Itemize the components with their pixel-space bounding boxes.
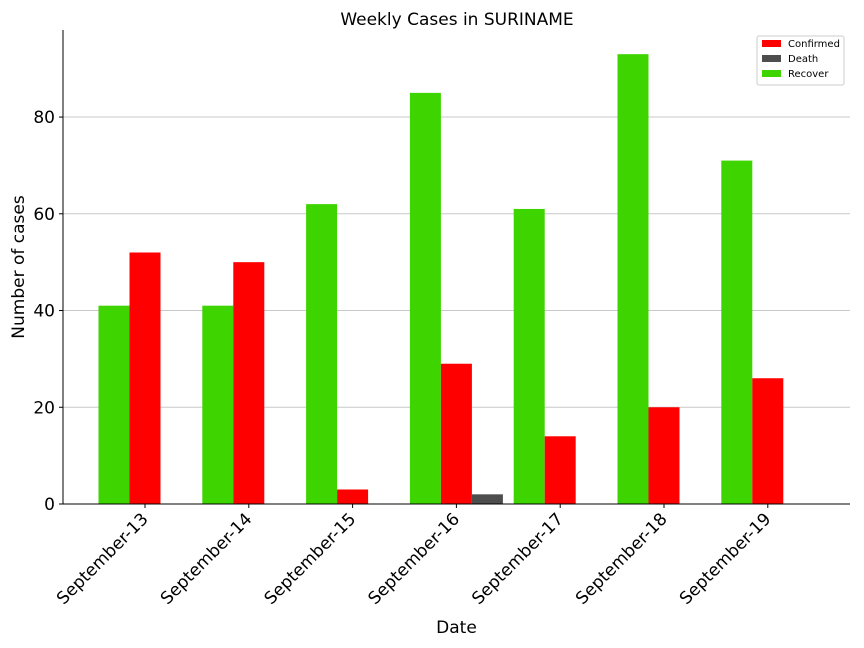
x-axis-label: Date	[436, 618, 477, 638]
x-tick-label: September-16	[364, 509, 463, 608]
bar-confirmed-september-19	[752, 378, 784, 504]
y-ticks: 0 20 40 60 80	[33, 108, 63, 515]
y-axis-label: Number of cases	[9, 195, 29, 339]
bar-recover-september-15	[306, 204, 338, 505]
bar-recover-september-14	[202, 305, 234, 504]
legend-label-recover: Recover	[788, 69, 829, 80]
y-tick-label: 80	[33, 108, 55, 128]
x-tick-label: September-13	[53, 509, 152, 608]
bars	[98, 54, 784, 505]
legend-swatch-recover	[762, 70, 781, 77]
y-tick-label: 20	[33, 398, 55, 418]
legend-swatch-death	[762, 55, 781, 62]
x-tick-label: September-15	[261, 509, 360, 608]
bar-recover-september-13	[98, 305, 130, 504]
legend: Confirmed Death Recover	[756, 35, 845, 86]
x-ticks: September-13 September-14 September-15 Sept…	[53, 504, 775, 609]
bar-confirmed-september-15	[337, 489, 369, 504]
bar-confirmed-september-16	[440, 363, 472, 504]
bar-death-september-16	[471, 494, 503, 504]
bar-recover-september-17	[513, 208, 545, 505]
y-tick-label: 0	[44, 495, 55, 515]
legend-swatch-confirmed	[762, 40, 781, 47]
legend-label-confirmed: Confirmed	[788, 39, 840, 50]
bar-recover-september-16	[409, 92, 441, 504]
x-tick-label: September-18	[572, 509, 671, 608]
y-tick-label: 60	[33, 205, 55, 225]
x-tick-label: September-19	[676, 509, 775, 608]
chart-title: Weekly Cases in SURINAME	[340, 10, 573, 30]
bar-confirmed-september-18	[648, 407, 680, 504]
bar-confirmed-september-17	[544, 436, 576, 504]
bar-confirmed-september-13	[129, 252, 161, 504]
bar-confirmed-september-14	[233, 262, 265, 504]
bar-recover-september-18	[617, 54, 649, 504]
x-tick-label: September-17	[468, 509, 567, 608]
bar-recover-september-19	[721, 160, 753, 504]
x-tick-label: September-14	[157, 509, 256, 608]
y-tick-label: 40	[33, 302, 55, 322]
legend-label-death: Death	[788, 54, 818, 65]
